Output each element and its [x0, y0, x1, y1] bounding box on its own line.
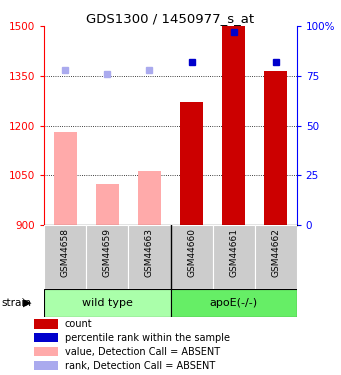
Bar: [129, 225, 170, 289]
Text: wild type: wild type: [82, 298, 133, 308]
Bar: [34, 333, 58, 342]
Bar: [170, 225, 212, 289]
Bar: [222, 26, 245, 225]
Text: apoE(-/-): apoE(-/-): [209, 298, 258, 308]
Bar: [86, 225, 129, 289]
Title: GDS1300 / 1450977_s_at: GDS1300 / 1450977_s_at: [86, 12, 255, 25]
Text: GSM44658: GSM44658: [61, 228, 70, 277]
Text: ▶: ▶: [23, 298, 32, 308]
Bar: [44, 225, 86, 289]
Bar: [264, 71, 287, 225]
Text: percentile rank within the sample: percentile rank within the sample: [65, 333, 230, 343]
Bar: [212, 225, 255, 289]
Text: value, Detection Call = ABSENT: value, Detection Call = ABSENT: [65, 347, 220, 357]
Bar: [34, 361, 58, 370]
Text: strain: strain: [2, 298, 32, 308]
Bar: [96, 184, 119, 225]
Text: GSM44660: GSM44660: [187, 228, 196, 277]
Bar: [170, 289, 297, 317]
Text: count: count: [65, 319, 92, 329]
Bar: [44, 289, 170, 317]
Text: GSM44662: GSM44662: [271, 228, 280, 277]
Bar: [34, 319, 58, 328]
Bar: [34, 347, 58, 356]
Bar: [54, 132, 77, 225]
Bar: [138, 171, 161, 225]
Text: GSM44661: GSM44661: [229, 228, 238, 277]
Bar: [180, 102, 203, 225]
Text: GSM44663: GSM44663: [145, 228, 154, 277]
Text: GSM44659: GSM44659: [103, 228, 112, 277]
Bar: [255, 225, 297, 289]
Text: rank, Detection Call = ABSENT: rank, Detection Call = ABSENT: [65, 361, 215, 371]
